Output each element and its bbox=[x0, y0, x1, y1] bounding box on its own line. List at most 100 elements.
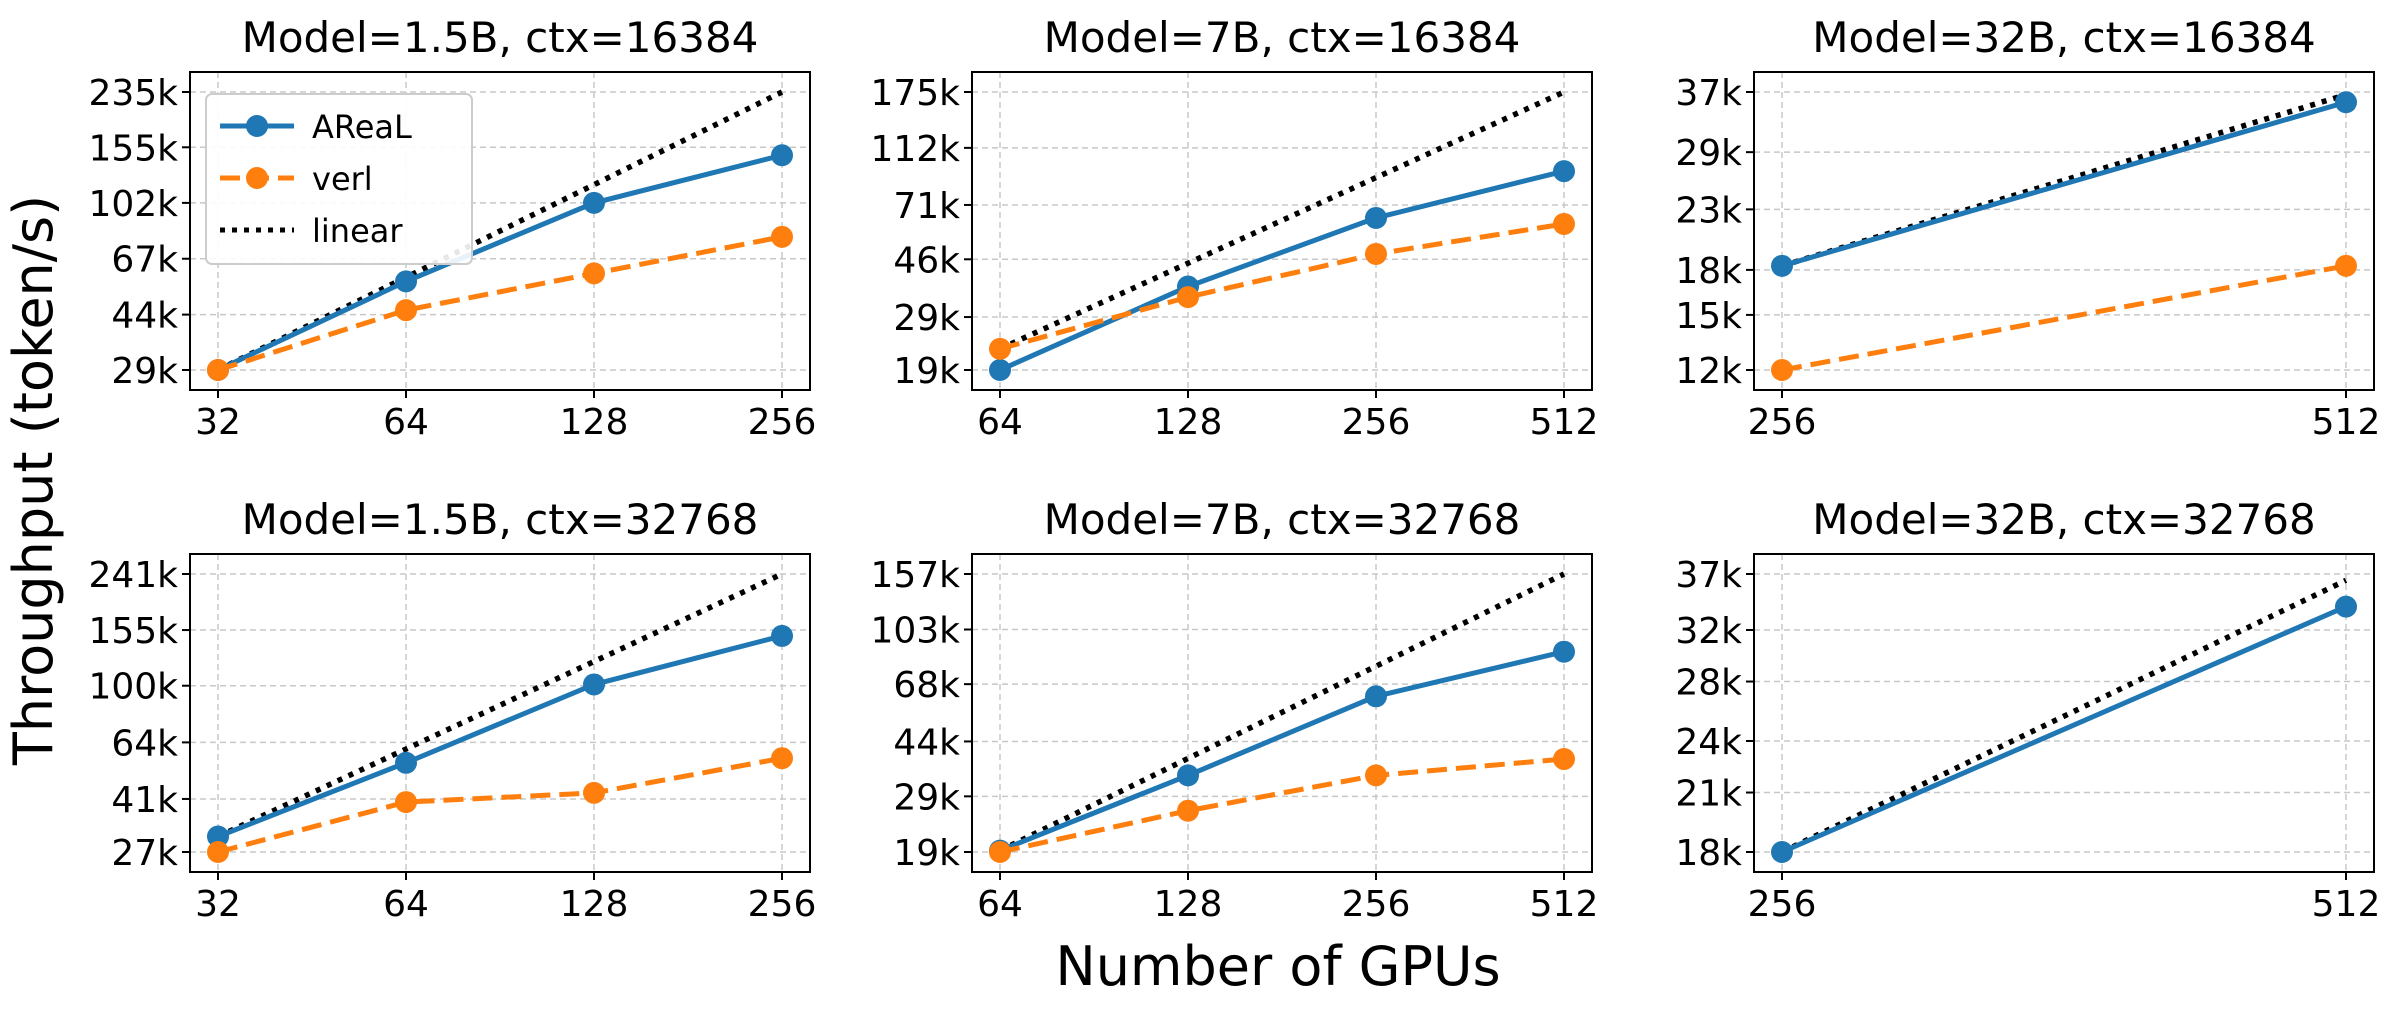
data-point-areal bbox=[2335, 595, 2357, 618]
y-tick-label: 44k bbox=[893, 722, 960, 763]
legend-box bbox=[205, 93, 473, 265]
series-line-areal bbox=[1781, 604, 2347, 855]
legend-label: AReaL bbox=[312, 108, 412, 146]
y-tick-label: 32k bbox=[1675, 611, 1742, 652]
x-tick-label: 512 bbox=[2312, 884, 2381, 925]
data-point-areal bbox=[1177, 764, 1199, 787]
y-tick-label: 67k bbox=[111, 240, 178, 281]
y-tick-label: 71k bbox=[893, 186, 960, 227]
y-tick-label: 44k bbox=[111, 296, 178, 337]
axes-frame bbox=[1753, 71, 2375, 391]
legend: AReaL verl linear bbox=[205, 93, 473, 265]
series-line-verl bbox=[217, 234, 783, 373]
data-point-verl bbox=[207, 359, 229, 381]
series-line-linear bbox=[998, 571, 1566, 854]
y-tick-label: 15k bbox=[1675, 296, 1742, 337]
panel-title: Model=7B, ctx=16384 bbox=[1044, 13, 1521, 62]
data-point-verl bbox=[771, 225, 793, 248]
data-point-verl bbox=[583, 262, 605, 285]
y-tick-label: 100k bbox=[88, 667, 178, 708]
y-tick-label: 41k bbox=[111, 780, 178, 821]
data-point-areal bbox=[583, 673, 605, 696]
series-line-areal bbox=[216, 152, 783, 373]
x-tick-label: 128 bbox=[560, 402, 629, 443]
series-line-linear bbox=[1780, 577, 2348, 855]
axes-frame bbox=[971, 71, 1593, 391]
y-tick-label: 241k bbox=[88, 555, 178, 596]
series-line-verl bbox=[999, 221, 1565, 352]
y-tick-label: 29k bbox=[111, 351, 178, 392]
y-tick-label: 12k bbox=[1675, 351, 1742, 392]
y-tick-label: 37k bbox=[1675, 73, 1742, 114]
y-tick-label: 29k bbox=[893, 777, 960, 818]
series-line-areal bbox=[217, 633, 783, 839]
x-tick-label: 512 bbox=[1530, 884, 1599, 925]
y-tick-label: 155k bbox=[88, 128, 178, 169]
series-line-verl bbox=[1781, 263, 2347, 373]
data-point-verl bbox=[2335, 254, 2357, 277]
series-line-areal bbox=[1781, 99, 2347, 269]
series-line-linear bbox=[216, 89, 784, 373]
y-tick-label: 157k bbox=[870, 555, 960, 596]
data-point-areal bbox=[1771, 841, 1793, 863]
x-tick-label: 256 bbox=[748, 402, 817, 443]
legend-label: verl bbox=[312, 160, 373, 198]
series-line-areal bbox=[998, 168, 1565, 373]
y-tick-label: 29k bbox=[893, 298, 960, 339]
data-point-verl bbox=[1177, 799, 1199, 822]
data-point-areal bbox=[1553, 160, 1575, 183]
series-line-areal bbox=[999, 649, 1565, 853]
axes-frame bbox=[971, 553, 1593, 873]
y-tick-label: 68k bbox=[893, 665, 960, 706]
legend-label: linear bbox=[312, 212, 403, 250]
data-point-verl bbox=[989, 841, 1011, 863]
x-tick-label: 256 bbox=[1748, 402, 1817, 443]
y-tick-label: 18k bbox=[1675, 251, 1742, 292]
series-line-verl bbox=[217, 755, 783, 855]
y-tick-label: 37k bbox=[1675, 555, 1742, 596]
y-tick-label: 28k bbox=[1675, 663, 1742, 704]
panel-2: Model=7B, ctx=16384 64 128 256 512 19k 29k 46k 7… bbox=[870, 13, 1598, 443]
panel-4: Model=1.5B, ctx=32768 32 64 128 256 27k 41k 64k… bbox=[88, 495, 816, 925]
axes-frame bbox=[189, 71, 811, 391]
x-tick-label: 128 bbox=[1154, 884, 1223, 925]
x-tick-label: 256 bbox=[1342, 402, 1411, 443]
y-tick-label: 155k bbox=[88, 611, 178, 652]
data-point-areal bbox=[395, 751, 417, 774]
y-tick-label: 24k bbox=[1675, 722, 1742, 763]
data-point-areal bbox=[395, 270, 417, 293]
data-point-areal bbox=[1553, 640, 1575, 663]
panel-title: Model=32B, ctx=16384 bbox=[1812, 13, 2315, 62]
x-tick-label: 64 bbox=[977, 884, 1023, 925]
y-tick-label: 29k bbox=[1675, 133, 1742, 174]
data-point-verl bbox=[395, 299, 417, 322]
y-tick-label: 23k bbox=[1675, 190, 1742, 231]
data-point-verl bbox=[1365, 764, 1387, 787]
x-tick-label: 128 bbox=[560, 884, 629, 925]
y-tick-label: 64k bbox=[111, 723, 178, 764]
legend-marker bbox=[246, 115, 268, 137]
x-tick-label: 512 bbox=[1530, 402, 1599, 443]
data-point-verl bbox=[395, 791, 417, 814]
panel-title: Model=1.5B, ctx=32768 bbox=[242, 495, 759, 544]
data-point-verl bbox=[1553, 212, 1575, 235]
data-point-verl bbox=[207, 841, 229, 863]
x-tick-label: 256 bbox=[748, 884, 817, 925]
y-tick-label: 235k bbox=[88, 73, 178, 114]
data-point-verl bbox=[771, 747, 793, 770]
panels: Model=1.5B, ctx=16384 32 64 128 256 29k 44k 67k… bbox=[88, 13, 2380, 925]
panel-title: Model=1.5B, ctx=16384 bbox=[242, 13, 759, 62]
x-tick-label: 32 bbox=[195, 402, 241, 443]
y-tick-label: 19k bbox=[893, 833, 960, 874]
x-tick-label: 256 bbox=[1748, 884, 1817, 925]
x-tick-label: 32 bbox=[195, 884, 241, 925]
data-point-areal bbox=[2335, 91, 2357, 114]
data-point-areal bbox=[989, 359, 1011, 381]
data-point-verl bbox=[1177, 286, 1199, 309]
data-point-areal bbox=[1771, 254, 1793, 277]
x-tick-label: 128 bbox=[1154, 402, 1223, 443]
y-tick-label: 27k bbox=[111, 833, 178, 874]
y-tick-label: 103k bbox=[870, 610, 960, 651]
series-line-verl bbox=[999, 756, 1565, 855]
